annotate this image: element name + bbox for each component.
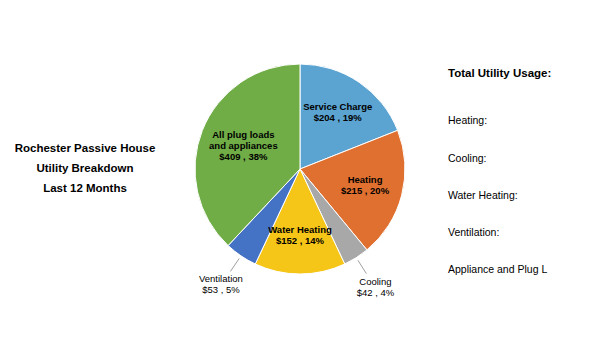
- annotations: Total Utility Usage: Heating: Cooling: Wate…: [448, 67, 551, 275]
- annotation-title: Total Utility Usage:: [448, 67, 551, 79]
- slice-label-box: Cooling$42 , 4%: [319, 272, 431, 304]
- pie: [195, 64, 405, 274]
- slice-label-text: Service Charge$204 , 19%: [303, 102, 372, 124]
- slice-label-box: All plug loads and appliances$409 , 38%: [187, 125, 299, 169]
- annotation: Appliance and Plug L: [448, 263, 547, 275]
- annotation: Heating:: [448, 114, 487, 126]
- leader-line: [230, 258, 239, 271]
- leader-line: [358, 260, 366, 273]
- category-label: All plug loads and appliances: [209, 130, 278, 152]
- title: Rochester Passive House: [15, 142, 156, 154]
- category-label: Cooling: [357, 277, 395, 288]
- category-label: Ventilation: [199, 274, 243, 285]
- slice-label-box: Heating$215 , 20%: [309, 170, 421, 202]
- slice-label: Water Heating$152 , 14%: [244, 220, 356, 252]
- slice-label-text: Heating$215 , 20%: [341, 175, 389, 197]
- data-label: $152 , 14%: [268, 236, 332, 247]
- slice-label-text: All plug loads and appliances$409 , 38%: [209, 130, 278, 163]
- category-label: Heating: [341, 175, 389, 186]
- slice-label-box: Ventilation$53 , 5%: [165, 269, 277, 301]
- annotation: Cooling:: [448, 152, 487, 164]
- slice-label: Service Charge$204 , 19%: [282, 97, 394, 129]
- title: Utility Breakdown: [36, 162, 133, 174]
- category-label: Service Charge: [303, 102, 372, 113]
- data-label: $204 , 19%: [303, 113, 372, 124]
- annotation: Ventilation:: [448, 226, 499, 238]
- chart: Rochester Passive House Utility Breakdown…: [0, 0, 600, 338]
- slice-label: All plug loads and appliances$409 , 38%: [187, 125, 299, 169]
- slice-label-text: Water Heating$152 , 14%: [268, 225, 332, 247]
- slice-label-box: Service Charge$204 , 19%: [282, 97, 394, 129]
- slice-label: Heating$215 , 20%: [309, 170, 421, 202]
- annotation: Water Heating:: [448, 189, 518, 201]
- data-label: $53 , 5%: [199, 285, 243, 296]
- data-label: $409 , 38%: [209, 152, 278, 163]
- data-label: $215 , 20%: [341, 186, 389, 197]
- title: Last 12 Months: [43, 182, 127, 194]
- slice-label-text: Ventilation$53 , 5%: [199, 274, 243, 296]
- slice-labels: Service Charge$204 , 19% Heating$215 , 20…: [165, 97, 431, 303]
- pie-slice: [195, 64, 300, 246]
- slice-label-box: Water Heating$152 , 14%: [244, 220, 356, 252]
- title-group: Rochester Passive House Utility Breakdown…: [15, 142, 156, 194]
- data-label: $42 , 4%: [357, 288, 395, 299]
- slice-label: Ventilation$53 , 5%: [165, 269, 277, 301]
- slice-label: Cooling$42 , 4%: [319, 272, 431, 304]
- slice-label-text: Cooling$42 , 4%: [357, 277, 395, 299]
- category-label: Water Heating: [268, 225, 332, 236]
